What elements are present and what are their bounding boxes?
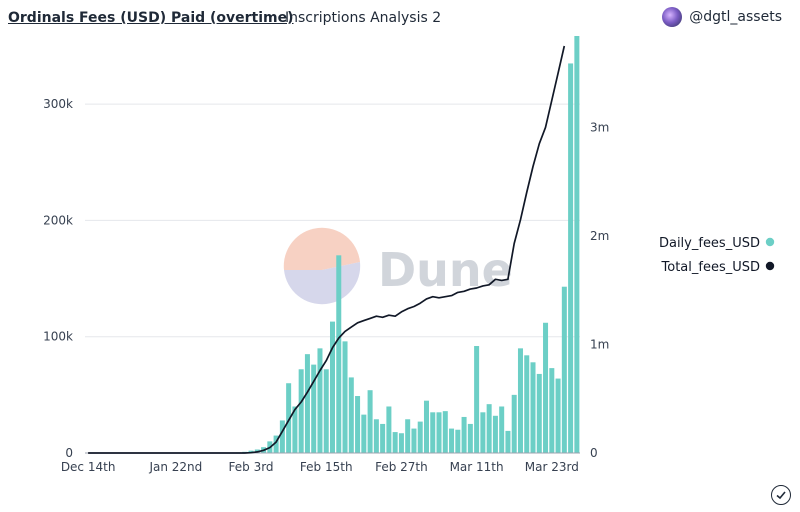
daily-fee-bar: [342, 341, 348, 453]
daily-fee-bar: [455, 429, 461, 453]
y-right-tick-label: 2m: [590, 229, 609, 243]
daily-fee-bar: [292, 406, 298, 453]
daily-fee-bar: [361, 414, 367, 453]
y-right-tick-label: 3m: [590, 120, 609, 134]
daily-fee-bar: [279, 420, 285, 453]
daily-fee-bar: [467, 423, 473, 453]
watermark-logo-top: [283, 227, 360, 270]
legend-marker: [765, 261, 775, 271]
daily-fee-bar: [568, 63, 574, 453]
daily-fee-bar: [392, 432, 398, 453]
daily-fee-bar: [329, 321, 336, 453]
legend-label: Total_fees_USD: [661, 260, 760, 275]
chart-title[interactable]: Ordinals Fees (USD) Paid (overtime): [8, 10, 294, 26]
total-fees-line: [88, 45, 566, 454]
chart-subtitle: Inscriptions Analysis 2: [285, 10, 442, 26]
daily-fee-bar: [492, 415, 498, 453]
y-left-tick-label: 200k: [43, 213, 73, 227]
daily-fee-bar: [411, 428, 417, 453]
daily-fee-bar: [298, 369, 304, 453]
daily-fee-bar: [311, 364, 317, 453]
daily-fee-bar: [561, 286, 567, 453]
x-tick-label: Dec 14th: [61, 460, 116, 474]
daily-fee-bar: [536, 373, 542, 453]
author-link[interactable]: @dgtl_assets: [662, 7, 782, 27]
daily-fee-bar: [355, 396, 361, 453]
daily-fee-bar: [367, 390, 373, 453]
daily-fee-bar: [549, 368, 555, 453]
daily-fee-bar: [442, 411, 448, 453]
y-left-tick-label: 0: [65, 446, 73, 460]
daily-fee-bar: [511, 394, 517, 453]
daily-fee-bar: [323, 369, 329, 453]
daily-fee-bar: [317, 348, 323, 453]
daily-fee-bar: [480, 412, 486, 453]
y-right-tick-label: 0: [590, 446, 598, 460]
legend-label: Daily_fees_USD: [659, 236, 760, 251]
daily-fee-bar: [417, 421, 423, 453]
y-right-tick-label: 1m: [590, 337, 609, 351]
y-left-tick-label: 100k: [43, 330, 73, 344]
x-tick-label: Feb 15th: [300, 460, 353, 474]
daily-fee-bar: [517, 348, 523, 453]
daily-fee-bar: [386, 406, 392, 453]
x-tick-label: Jan 22nd: [148, 460, 202, 474]
daily-fee-bar: [543, 322, 549, 453]
daily-fee-bar: [373, 419, 379, 453]
daily-fee-bar: [248, 450, 254, 453]
daily-fee-bar: [530, 362, 536, 453]
daily-fee-bar: [430, 412, 436, 453]
daily-fee-bar: [336, 255, 342, 453]
daily-fee-bar: [505, 430, 511, 453]
watermark-text: Dune: [378, 243, 513, 297]
fees-chart: 0 100k 200k 300k 0 1m 2m 3m Dune Dec 14th Jan 22nd…: [43, 36, 775, 474]
avatar: [662, 7, 683, 27]
daily-fee-bar: [273, 435, 279, 453]
daily-fee-bar: [405, 419, 411, 453]
daily-fee-bar: [574, 36, 580, 454]
daily-fee-bar: [286, 383, 292, 453]
daily-fee-bar: [555, 378, 561, 453]
check-circle-icon[interactable]: [771, 485, 791, 505]
daily-fee-bar: [524, 355, 530, 453]
daily-fee-bar: [304, 354, 310, 453]
daily-fee-bar: [398, 433, 404, 453]
daily-fee-bar: [461, 416, 467, 453]
y-left-tick-label: 300k: [43, 97, 73, 111]
daily-fee-bar: [486, 404, 492, 453]
daily-fee-bar: [348, 377, 354, 453]
daily-fee-bar: [474, 346, 480, 453]
x-tick-label: Mar 23rd: [525, 460, 579, 474]
x-tick-label: Feb 3rd: [229, 460, 274, 474]
x-tick-label: Feb 27th: [375, 460, 428, 474]
daily-fee-bar: [380, 423, 386, 453]
daily-fee-bar: [423, 400, 429, 453]
chart-header: Ordinals Fees (USD) Paid (overtime) Insc…: [8, 6, 790, 32]
daily-fee-bar: [449, 428, 455, 453]
legend-marker: [765, 237, 775, 247]
daily-fee-bar: [499, 406, 505, 453]
x-tick-label: Mar 11th: [450, 460, 504, 474]
author-name: @dgtl_assets: [689, 9, 782, 25]
daily-fee-bar: [436, 412, 442, 453]
